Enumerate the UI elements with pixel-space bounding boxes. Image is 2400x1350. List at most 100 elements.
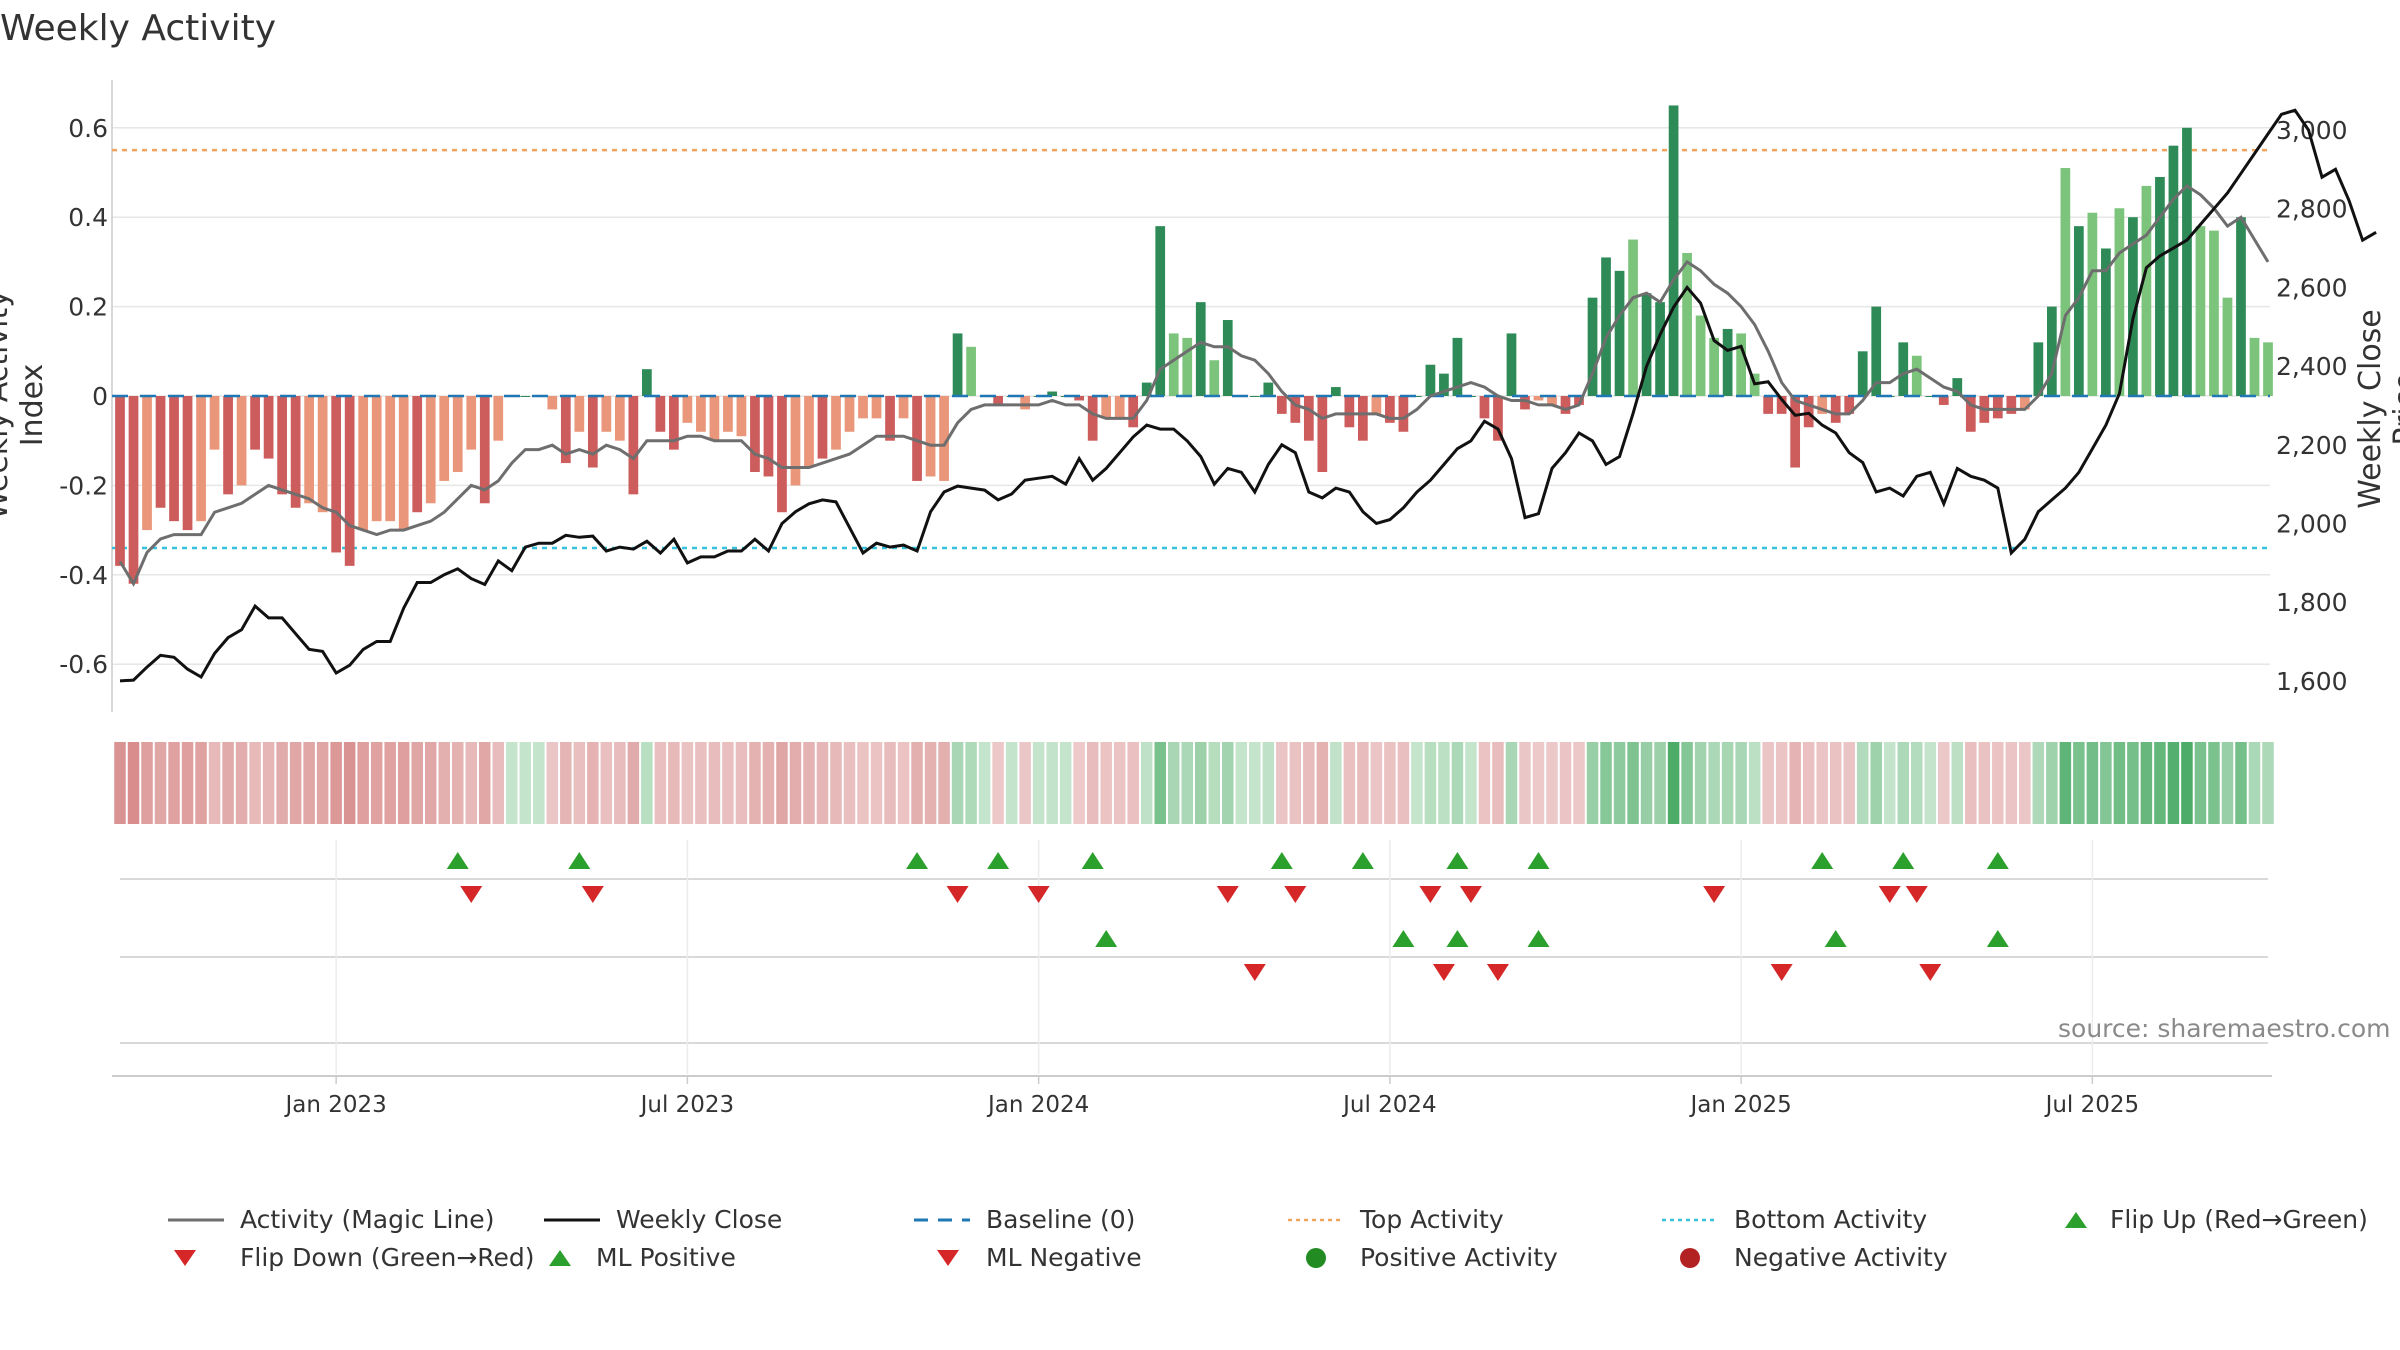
y-tick-right-label: 2,000 <box>2276 510 2348 539</box>
heat-strip-cell <box>911 742 923 824</box>
flip-down-marker <box>460 886 483 903</box>
ml-positive-marker <box>1824 930 1847 947</box>
heat-strip-cell <box>1897 742 1909 824</box>
activity-bar <box>1020 396 1030 410</box>
bottom-dotted-icon <box>1662 1218 1718 1221</box>
main-panel: 0.60.40.20-0.2-0.4-0.63,0002,8002,6002,4… <box>59 80 2377 712</box>
heat-strip-cell <box>1154 742 1166 824</box>
activity-bar <box>1047 391 1058 396</box>
activity-bar <box>655 396 666 432</box>
heat-strip-cell <box>2073 742 2085 824</box>
heat-strip-cell <box>965 742 977 824</box>
heat-strip-cell <box>1357 742 1369 824</box>
heat-strip-cell <box>708 742 721 824</box>
heat-strip-cell <box>816 742 829 824</box>
activity-bar <box>479 396 490 504</box>
heat-strip-cell <box>951 742 964 824</box>
heat-strip-cell <box>1519 742 1531 824</box>
heat-strip-cell <box>2140 742 2153 824</box>
legend-label: Negative Activity <box>1734 1243 1948 1272</box>
heat-strip-cell <box>384 742 396 824</box>
activity-bar <box>1965 396 1976 432</box>
weekly-close-series <box>119 108 2377 683</box>
flip-down-marker <box>1905 886 1928 903</box>
activity-bar <box>1736 333 1746 396</box>
activity-bar <box>614 396 625 441</box>
activity-bar <box>1330 387 1341 396</box>
heat-strip-cell <box>2262 742 2274 824</box>
y-tick-right-label: 2,400 <box>2276 352 2348 381</box>
close-line-icon <box>544 1218 600 1221</box>
heat-strip-cell <box>722 742 734 824</box>
heat-strip-cell <box>627 742 640 824</box>
heat-strip-cell <box>303 742 315 824</box>
heat-strip-cell <box>1938 742 1950 824</box>
activity-bar <box>142 396 152 531</box>
activity-bar <box>2209 230 2219 396</box>
legend-item-flip-up: Flip Up (Red→Green) <box>2056 1205 2368 1234</box>
activity-bar <box>236 396 247 486</box>
activity-bar <box>2195 226 2206 396</box>
heat-strip-cell <box>1654 742 1666 824</box>
heat-strip-cell <box>884 742 896 824</box>
x-tick-label: Jul 2023 <box>639 1092 735 1118</box>
heat-strip-cell <box>1870 742 1882 824</box>
heat-strip-cell <box>262 742 275 824</box>
heat-strip-cell <box>897 742 910 824</box>
heat-strip-cell <box>830 742 842 824</box>
activity-bar <box>466 396 477 450</box>
heat-strip-cell <box>154 742 167 824</box>
activity-bar <box>1412 396 1422 397</box>
activity-bar <box>682 396 693 423</box>
heat-strip-cell <box>2127 742 2139 824</box>
activity-bar <box>1344 396 1355 428</box>
heat-strip-cell <box>1505 742 1518 824</box>
activity-bar <box>1074 396 1085 401</box>
activity-bar <box>371 396 382 522</box>
activity-bar <box>1452 337 1463 396</box>
activity-bar <box>1938 396 1949 405</box>
heat-strip-cell <box>141 742 153 824</box>
activity-bar <box>1209 360 1220 396</box>
heat-strip-cell <box>1883 742 1896 824</box>
heat-strip-cell <box>465 742 477 824</box>
activity-bar <box>250 396 260 450</box>
heat-strip-cell <box>1059 742 1072 824</box>
heat-strip-cell <box>1100 742 1112 824</box>
heat-strip-cell <box>1681 742 1693 824</box>
activity-bar <box>1817 396 1828 414</box>
activity-bar <box>1614 270 1625 396</box>
heat-strip-cell <box>451 742 464 824</box>
heat-strip-cell <box>1465 742 1477 824</box>
y-tick-right-label: 2,200 <box>2276 431 2348 460</box>
activity-bar <box>1574 396 1584 405</box>
heat-strip-cell <box>1222 742 1234 824</box>
flip-up-marker <box>1270 852 1293 869</box>
activity-bar <box>844 396 855 432</box>
heat-strip-cell <box>1140 742 1153 824</box>
activity-bar <box>115 396 125 566</box>
ml-negative-marker <box>1919 964 1942 981</box>
activity-bar <box>925 396 936 477</box>
heat-strip-cell <box>1789 742 1801 824</box>
heat-strip-cell <box>2181 742 2193 824</box>
activity-bar <box>750 396 760 472</box>
activity-bar <box>155 396 166 508</box>
activity-bar <box>1722 328 1733 396</box>
heat-strip-cell <box>641 742 653 824</box>
magic-line-icon <box>168 1218 224 1221</box>
y-tick-left-label: 0.4 <box>68 203 108 232</box>
activity-bar <box>1560 396 1571 414</box>
heat-strip-cell <box>222 742 234 824</box>
heat-strip-cell <box>1046 742 1058 824</box>
flip-down-marker <box>1216 886 1239 903</box>
heat-strip-cell <box>2113 742 2126 824</box>
heat-strip-cell <box>587 742 599 824</box>
activity-bar <box>2222 297 2233 396</box>
heat-strip-cell <box>1762 742 1774 824</box>
activity-bar <box>196 396 206 522</box>
activity-bar <box>831 396 841 450</box>
heat-strip-cell <box>289 742 302 824</box>
heat-strip-cell <box>1802 742 1815 824</box>
heat-strip-cell <box>1924 742 1937 824</box>
